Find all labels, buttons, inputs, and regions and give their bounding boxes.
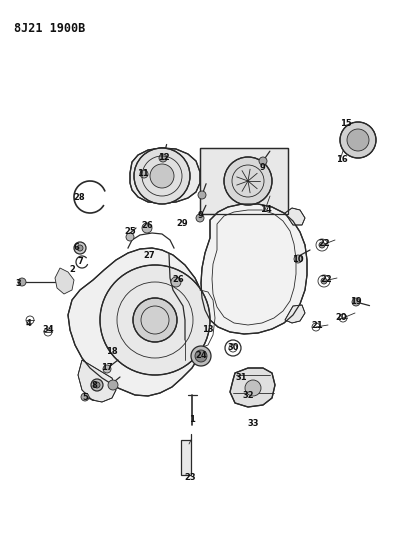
Polygon shape [130, 148, 200, 203]
Polygon shape [230, 368, 275, 407]
Text: 18: 18 [106, 348, 118, 357]
Polygon shape [285, 208, 305, 225]
Circle shape [352, 298, 360, 306]
Text: 27: 27 [143, 252, 155, 261]
Circle shape [195, 350, 207, 362]
Polygon shape [285, 305, 305, 323]
Text: 34: 34 [42, 326, 54, 335]
Circle shape [134, 148, 190, 204]
Text: 20: 20 [335, 312, 347, 321]
Text: 3: 3 [15, 279, 21, 287]
Circle shape [74, 242, 86, 254]
Text: 16: 16 [336, 156, 348, 165]
Polygon shape [55, 268, 74, 294]
Circle shape [142, 223, 152, 233]
Text: 22: 22 [318, 238, 330, 247]
Circle shape [196, 214, 204, 222]
Text: 13: 13 [202, 326, 214, 335]
Text: 24: 24 [195, 351, 207, 359]
Text: 10: 10 [292, 254, 304, 263]
Circle shape [171, 277, 181, 287]
Text: 8J21 1900B: 8J21 1900B [14, 22, 85, 35]
Circle shape [150, 164, 174, 188]
Text: 5: 5 [82, 393, 88, 402]
Circle shape [18, 278, 26, 286]
Circle shape [340, 122, 376, 158]
Circle shape [133, 298, 177, 342]
Polygon shape [201, 204, 307, 334]
Text: 28: 28 [73, 192, 85, 201]
Text: 7: 7 [77, 256, 83, 265]
Circle shape [245, 380, 261, 396]
Text: 23: 23 [184, 472, 196, 481]
Text: 30: 30 [227, 343, 239, 352]
Circle shape [103, 365, 111, 373]
Bar [200, 148, 288, 214]
Circle shape [319, 242, 325, 248]
Circle shape [140, 170, 148, 178]
Text: 11: 11 [137, 168, 149, 177]
Text: 9: 9 [260, 164, 266, 173]
Text: 9: 9 [197, 211, 203, 220]
Polygon shape [78, 360, 116, 402]
Text: 14: 14 [260, 206, 272, 214]
Text: 33: 33 [247, 418, 259, 427]
Text: 12: 12 [158, 154, 170, 163]
Text: 29: 29 [176, 220, 188, 229]
Circle shape [77, 245, 83, 251]
Circle shape [94, 382, 100, 388]
Circle shape [126, 233, 134, 241]
Circle shape [91, 379, 103, 391]
Circle shape [191, 346, 211, 366]
Text: 31: 31 [235, 374, 247, 383]
Circle shape [81, 393, 89, 401]
Bar [181, 440, 191, 475]
Circle shape [321, 278, 327, 284]
Text: 22: 22 [320, 276, 332, 285]
Text: 6: 6 [73, 243, 79, 252]
Text: 4: 4 [25, 319, 31, 327]
Circle shape [159, 154, 167, 162]
Text: 17: 17 [101, 364, 113, 373]
Text: 1: 1 [189, 416, 195, 424]
Polygon shape [68, 248, 207, 396]
Text: 8: 8 [91, 381, 97, 390]
Text: 15: 15 [340, 118, 352, 127]
Circle shape [224, 157, 272, 205]
Circle shape [108, 380, 118, 390]
Circle shape [100, 265, 210, 375]
Circle shape [259, 157, 267, 165]
Text: 21: 21 [311, 320, 323, 329]
Text: 26: 26 [172, 276, 184, 285]
Bar [200, 148, 288, 214]
Circle shape [347, 129, 369, 151]
Text: 19: 19 [350, 297, 362, 306]
Circle shape [198, 191, 206, 199]
Circle shape [294, 255, 302, 263]
Text: 25: 25 [124, 228, 136, 237]
Text: 26: 26 [141, 221, 153, 230]
Text: 2: 2 [69, 265, 75, 274]
Text: 32: 32 [242, 391, 254, 400]
